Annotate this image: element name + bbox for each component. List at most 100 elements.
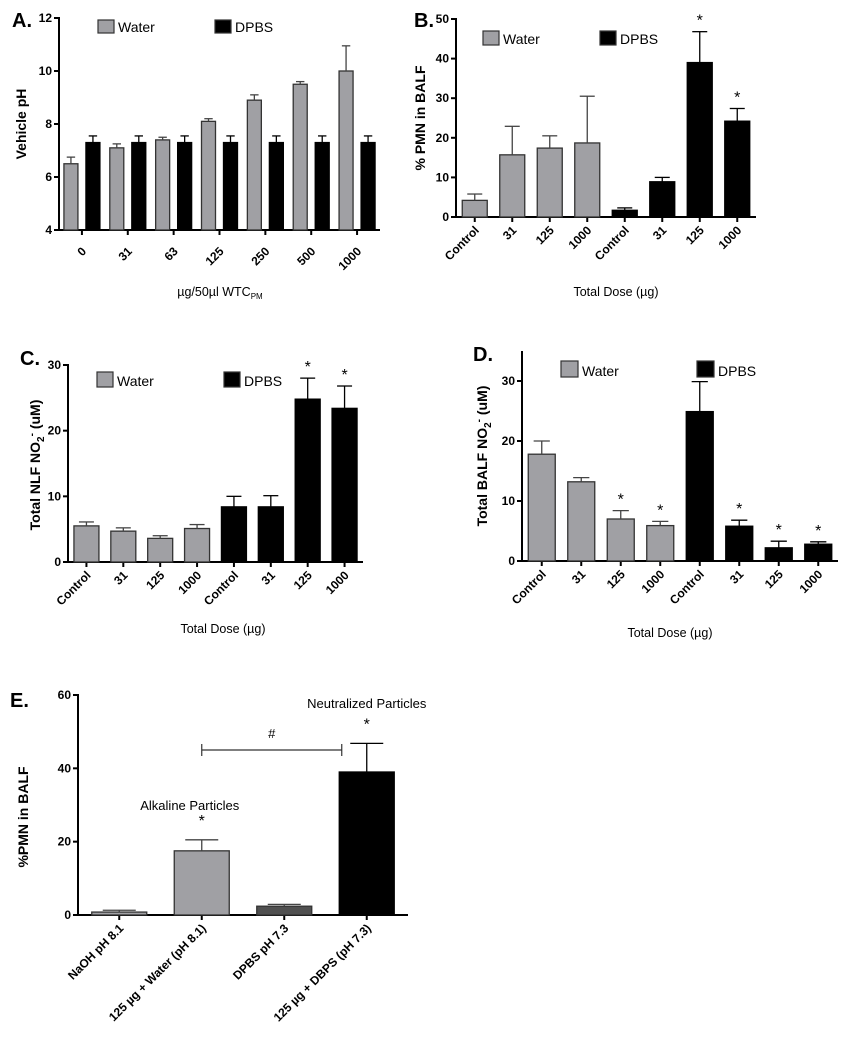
bar <box>527 453 556 562</box>
x-tick-label: Control <box>53 568 93 608</box>
y-axis-label-subscript: 2 <box>483 422 494 428</box>
bar-water <box>154 139 171 231</box>
panel-label: D. <box>473 344 493 366</box>
x-tick-label: 31 <box>116 244 136 264</box>
x-axis-label: Total Dose (µg) <box>573 285 658 299</box>
x-tick-label: 0 <box>74 244 89 259</box>
x-tick-label: 125 <box>203 244 227 268</box>
y-tick-label: 0 <box>54 555 61 569</box>
bar-dpbs <box>222 141 239 231</box>
x-tick-label: Control <box>509 567 549 607</box>
significance-marker: * <box>734 89 740 106</box>
bar <box>331 407 358 563</box>
legend-swatch-water <box>97 19 115 34</box>
bar <box>338 771 395 916</box>
bar-dpbs <box>314 141 330 231</box>
x-tick-label: Control <box>201 568 241 608</box>
y-tick-label: 30 <box>502 374 516 388</box>
y-axis-label: Vehicle pH <box>13 89 29 160</box>
x-tick-label: 1000 <box>566 223 595 252</box>
bar <box>294 398 321 563</box>
panel-a: A. 4 6 8 10 12 Vehicle pH µg/50µl WTCPM Water DPB… <box>12 10 380 301</box>
y-axis-label: %PMN in BALF <box>15 766 31 868</box>
panel-d: D. 0 10 20 30 Total BALF NO2- (uM) Total Dose … <box>473 344 838 640</box>
panel-label: C. <box>20 348 40 370</box>
legend-swatch-water <box>96 371 114 388</box>
bar <box>649 181 676 218</box>
legend-label: DPBS <box>718 363 756 379</box>
legend-swatch-dpbs <box>696 360 715 378</box>
y-tick-label: 20 <box>48 424 62 438</box>
legend-swatch-water <box>482 30 500 46</box>
bar <box>646 524 675 562</box>
x-axis-label-subscript: PM <box>251 292 263 301</box>
y-axis-label-text: Total BALF NO <box>474 428 490 527</box>
y-tick-label: 10 <box>436 170 450 184</box>
legend-label: DPBS <box>244 373 282 389</box>
x-tick-label: 125 <box>143 568 167 592</box>
y-axis-label-unit: (uM) <box>474 386 490 419</box>
significance-marker: * <box>305 359 311 376</box>
y-tick-label: 50 <box>436 12 450 26</box>
x-tick-label: 31 <box>569 567 589 587</box>
y-tick-label: 12 <box>39 11 53 25</box>
x-tick-label: 125 µg + DBPS (pH 7.3) <box>271 921 374 1024</box>
legend-swatch-water <box>560 360 579 378</box>
bar-dpbs <box>268 141 285 231</box>
y-tick-label: 20 <box>502 434 516 448</box>
bar <box>685 410 714 562</box>
bar-water <box>246 99 263 231</box>
x-tick-label: 125 <box>683 223 707 247</box>
y-tick-label: 40 <box>58 761 72 775</box>
bar <box>91 911 148 916</box>
x-tick-label: 1000 <box>639 567 668 596</box>
y-tick-label: 60 <box>58 688 72 702</box>
bar <box>804 543 833 562</box>
bar <box>173 850 230 916</box>
x-tick-label: 31 <box>500 223 520 243</box>
bar <box>110 530 137 563</box>
legend-label: Water <box>503 31 540 47</box>
bar <box>567 481 596 562</box>
y-tick-label: 0 <box>508 554 515 568</box>
significance-marker: * <box>776 522 782 539</box>
y-axis-label-subscript: 2 <box>36 436 47 442</box>
x-tick-label: 125 <box>291 568 315 592</box>
y-axis-label-text: Vehicle pH <box>13 89 29 160</box>
bar <box>764 547 793 562</box>
bar-dpbs <box>131 141 147 231</box>
x-tick-label: 1000 <box>175 568 204 597</box>
bar <box>73 525 100 563</box>
x-tick-label: 125 µg + Water (pH 8.1) <box>106 921 209 1024</box>
x-tick-label: 31 <box>727 567 747 587</box>
y-axis-label-superscript: - <box>27 433 38 436</box>
bar-water <box>63 163 79 231</box>
bar <box>606 518 635 562</box>
x-tick-label: 31 <box>259 568 279 588</box>
y-axis-label-unit: (uM) <box>27 400 43 433</box>
bar <box>257 506 284 563</box>
panel-label: B. <box>414 10 434 32</box>
y-axis-label: Total NLF NO2- (uM) <box>27 400 47 531</box>
x-tick-label: 125 <box>533 223 557 247</box>
bar <box>725 525 754 562</box>
y-tick-label: 6 <box>45 170 52 184</box>
bar <box>686 61 713 218</box>
y-tick-label: 20 <box>436 131 450 145</box>
bracket-label: # <box>268 726 276 741</box>
x-tick-label: 250 <box>248 244 272 268</box>
significance-marker: * <box>736 501 742 518</box>
y-tick-label: 8 <box>45 117 52 131</box>
legend-label: Water <box>117 373 154 389</box>
bar-dpbs <box>176 141 193 231</box>
bar-water <box>200 120 217 231</box>
y-tick-label: 0 <box>64 908 71 922</box>
legend-swatch-dpbs <box>599 30 617 46</box>
bar <box>461 199 488 218</box>
bar <box>220 506 248 563</box>
x-tick-label: Control <box>667 567 707 607</box>
y-tick-label: 10 <box>39 64 53 78</box>
legend-label: Water <box>582 363 619 379</box>
x-axis-label-text: Total Dose (µg) <box>573 285 658 299</box>
